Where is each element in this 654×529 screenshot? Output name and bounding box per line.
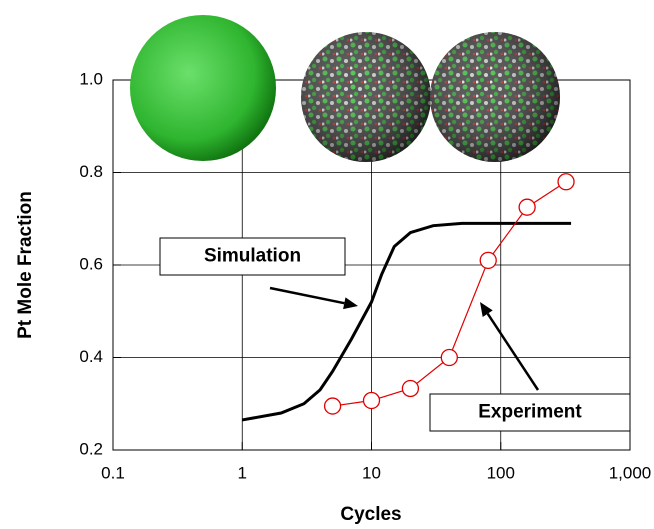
sphere-image bbox=[130, 15, 276, 161]
annotation-label: Simulation bbox=[204, 246, 301, 267]
particle-images bbox=[130, 15, 560, 162]
series-line bbox=[333, 182, 566, 406]
annotation-label: Experiment bbox=[478, 402, 582, 423]
y-tick-label: 1.0 bbox=[79, 69, 103, 88]
x-tick-label: 1 bbox=[238, 463, 247, 482]
y-tick-label: 0.2 bbox=[79, 439, 103, 458]
y-tick-label: 0.4 bbox=[79, 347, 103, 366]
data-point bbox=[364, 393, 380, 409]
annotation-arrow bbox=[270, 288, 344, 303]
data-point bbox=[402, 380, 418, 396]
y-tick-label: 0.8 bbox=[79, 162, 103, 181]
x-axis-label: Cycles bbox=[340, 504, 401, 525]
data-point bbox=[441, 350, 457, 366]
sphere-shade bbox=[301, 32, 431, 162]
data-point bbox=[519, 199, 535, 215]
x-tick-label: 100 bbox=[487, 463, 515, 482]
y-tick-label: 0.6 bbox=[79, 254, 103, 273]
chart: 0.1 1 10 100 1,000 0.2 0.4 0.6 0.8 1.0 Simulation… bbox=[0, 0, 654, 529]
arrow-head bbox=[480, 302, 493, 317]
sphere-shade bbox=[430, 32, 560, 162]
annotations: Simulation Experiment bbox=[160, 238, 630, 431]
data-point bbox=[325, 398, 341, 414]
x-tick-label: 0.1 bbox=[101, 463, 125, 482]
data-point bbox=[480, 252, 496, 268]
x-tick-label: 10 bbox=[362, 463, 381, 482]
arrow-head bbox=[343, 297, 358, 309]
annotation-arrow bbox=[488, 314, 538, 390]
x-tick-label: 1,000 bbox=[609, 463, 652, 482]
page: {"chart_data": {"type": "line", "x_label… bbox=[0, 0, 654, 529]
data-point bbox=[558, 174, 574, 190]
y-axis-label: Pt Mole Fraction bbox=[15, 191, 36, 339]
